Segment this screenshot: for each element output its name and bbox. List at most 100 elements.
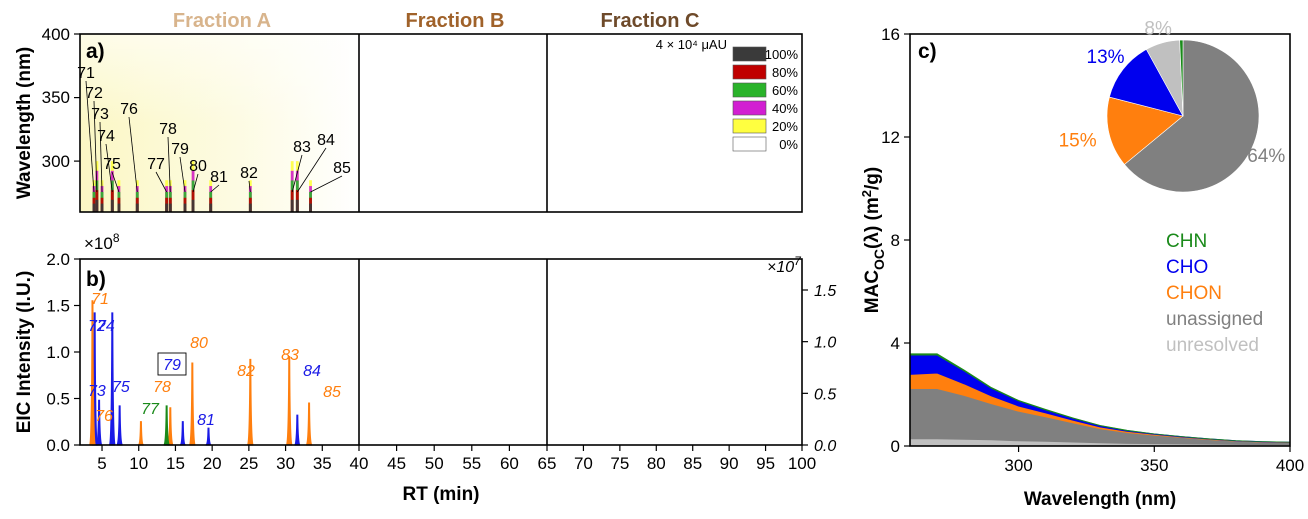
x-tick-label-b: 100 — [788, 454, 816, 473]
heatmap-streak — [92, 203, 96, 212]
y-tick-label-b: 1.0 — [46, 343, 70, 362]
peak-label-b: 82 — [237, 363, 255, 380]
x-tick-label-b: 35 — [313, 454, 332, 473]
peak-label-b: 77 — [141, 401, 160, 418]
peak-leader-line — [105, 143, 113, 193]
intensity-legend-label: 20% — [772, 119, 798, 134]
x-tick-label-c: 400 — [1276, 456, 1304, 475]
eic-peak — [89, 300, 96, 446]
peak-label-b: 79 — [163, 357, 181, 374]
peak-label-b: 85 — [323, 384, 341, 401]
peak-label-a: 78 — [159, 121, 177, 138]
intensity-legend: 4 × 10⁴ μAU 100% 80% 60% 40% 20% 0% — [656, 37, 799, 152]
legend-label-unresolved: unresolved — [1166, 335, 1259, 356]
peak-label-b: 74 — [97, 318, 115, 335]
mac-areas — [909, 353, 1291, 447]
intensity-legend-swatch — [732, 82, 767, 98]
panel-b-eic: 72 73 74 75 79 81 84 71 76 78 80 82 83 85 77 b) ×108 ×… — [14, 231, 836, 505]
peak-leader-line — [248, 180, 251, 193]
eic-peak — [205, 427, 212, 446]
panel-b-frame — [79, 258, 803, 446]
y-tick-label-400: 400 — [42, 25, 70, 44]
peak-label-a: 76 — [120, 101, 138, 118]
peak-label-a: 79 — [171, 141, 189, 158]
x-tick-label-b: 75 — [610, 454, 629, 473]
peak-79-box — [157, 352, 187, 376]
pie-label-unresolved: 8% — [1144, 18, 1172, 39]
peak-leader-line — [179, 156, 186, 193]
y-tick-label-c: 4 — [891, 334, 900, 353]
pie-label-CHON: 15% — [1059, 131, 1097, 152]
x-tick-label-b: 80 — [647, 454, 666, 473]
intensity-legend-swatch — [732, 64, 767, 80]
eic-peak — [163, 405, 171, 446]
intensity-legend-swatch — [732, 118, 767, 134]
peak-leader-line — [85, 80, 95, 193]
eic-peak — [179, 421, 186, 446]
mac-area-unassigned — [909, 388, 1291, 446]
peak-label-b: 71 — [91, 291, 109, 308]
x-tick-label-c: 300 — [1004, 456, 1032, 475]
fraction-c-label: Fraction C — [601, 10, 700, 32]
eic-peak — [188, 362, 196, 446]
heatmap-streak — [95, 199, 99, 212]
peak-leader-line — [210, 184, 220, 193]
intensity-legend-label: 80% — [772, 65, 798, 80]
eic-peak — [285, 356, 293, 446]
pie-slice-unassigned — [1124, 39, 1260, 193]
pie-slice-CHON — [1106, 96, 1184, 165]
y-tick-label-b: 1.5 — [46, 297, 70, 316]
peak-label-b: 83 — [281, 347, 299, 364]
panel-b-label: b) — [86, 268, 106, 291]
y-tick-label-right: 1.0 — [814, 335, 836, 352]
peak-label-a: 84 — [317, 132, 335, 149]
panel-a-label: a) — [86, 40, 105, 63]
panel-b-y-ticks: 0.0 0.5 1.0 1.5 2.0 — [46, 250, 80, 455]
panel-c-x-ticks: 300 350 400 — [1004, 446, 1304, 475]
heatmap-streak — [309, 203, 312, 212]
eic-peak-labels: 72 73 74 75 79 81 84 71 76 78 80 82 83 85 77 — [88, 291, 341, 429]
peak-leader-line — [128, 116, 138, 193]
y-tick-label-b: 0.5 — [46, 390, 70, 409]
y-tick-label-right: 0.5 — [814, 386, 836, 403]
y-tick-label-c: 0 — [891, 437, 900, 456]
mac-area-CHN — [909, 353, 1291, 443]
panel-b-x-ticks: 5 10 15 20 25 30 35 40 45 50 55 60 65 70 75 80 85 90 95 100 — [97, 445, 816, 473]
eic-peaks — [89, 300, 313, 446]
heatmap-streak — [165, 203, 169, 212]
y-tick-label-c: 8 — [891, 231, 900, 250]
panel-c-label: c) — [918, 40, 937, 63]
heatmap-streak — [295, 199, 299, 212]
heatmap-background-fade — [80, 34, 360, 124]
legend-label-CHO: CHO — [1166, 257, 1208, 278]
heatmap-streak — [209, 203, 213, 212]
peak-label-b: 73 — [88, 383, 106, 400]
y-tick-label-c: 12 — [881, 128, 900, 147]
peak-label-a: 73 — [91, 106, 109, 123]
peak-label-a: 83 — [293, 139, 311, 156]
eic-peak — [137, 421, 145, 446]
peak-label-b: 84 — [303, 363, 321, 380]
x-tick-label-b: 30 — [276, 454, 295, 473]
eic-peak — [246, 358, 254, 446]
x-tick-label-b: 25 — [239, 454, 258, 473]
x-tick-label-b: 70 — [574, 454, 593, 473]
peak-label-b: 81 — [197, 412, 215, 429]
y-tick-label-right: 1.5 — [814, 283, 836, 300]
fraction-b-label: Fraction B — [406, 10, 505, 32]
x-tick-label-b: 45 — [387, 454, 406, 473]
peak-leader-line — [167, 136, 171, 193]
composition-pie: 64% 15% 13% 8% — [1059, 18, 1285, 193]
pie-label-CHO: 13% — [1087, 47, 1125, 68]
heatmap-streak — [248, 203, 252, 212]
peak-label-b: 76 — [95, 408, 113, 425]
eic-peak — [293, 414, 301, 446]
peak-label-a: 82 — [240, 165, 258, 182]
eic-peak — [305, 402, 313, 446]
fraction-a-label: Fraction A — [173, 10, 271, 32]
legend-label-CHN: CHN — [1166, 231, 1207, 252]
heatmap-streak — [183, 203, 187, 212]
